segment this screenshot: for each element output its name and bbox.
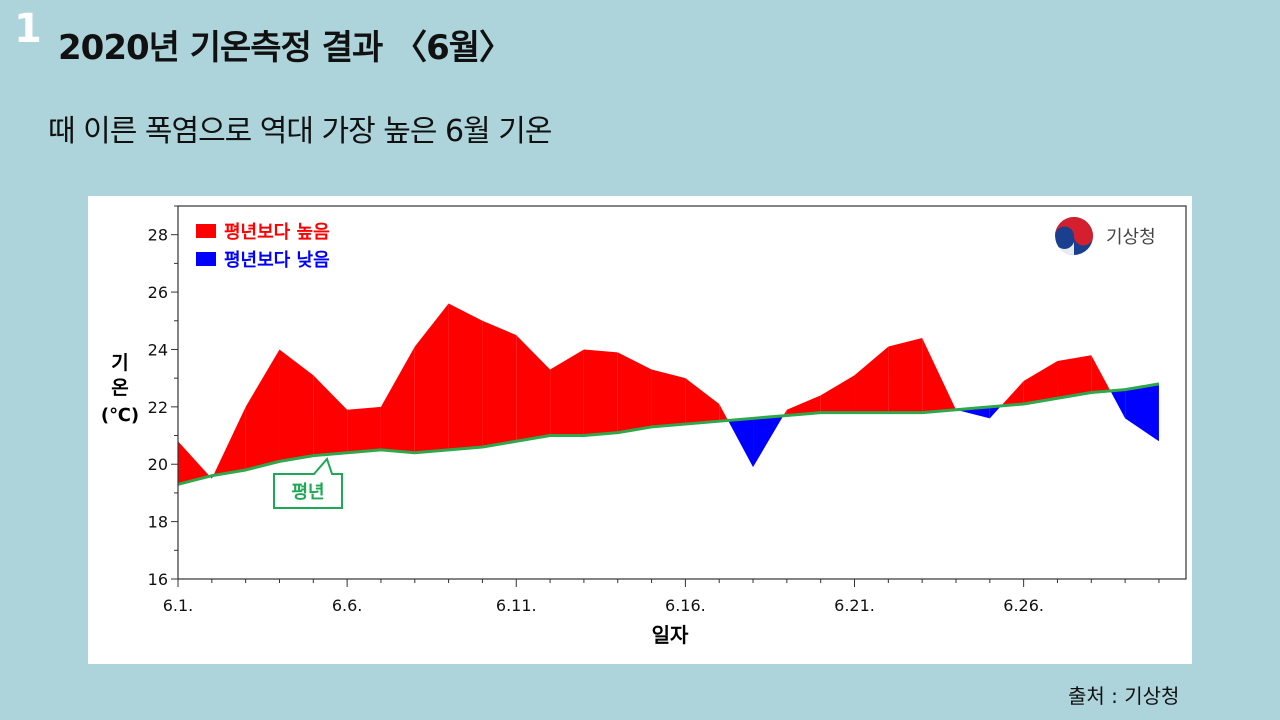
legend-label-below: 평년보다 낮음 [224,250,330,271]
normal-line-group [177,382,1160,486]
x-tick-label: 6.26. [1003,596,1044,615]
plot-frame [177,205,1187,580]
anomaly-segment [728,418,754,468]
y-tick-label: 22 [148,398,168,417]
anomaly-segment [1057,355,1092,399]
anomaly-segment [380,346,415,453]
taegeuk-icon [1054,217,1093,255]
slide-number: 1 [14,6,42,52]
y-tick-label: 24 [148,340,168,359]
anomaly-segment [617,352,652,433]
normal-callout-box [273,457,343,509]
y-tick-label: 26 [148,283,168,302]
anomaly-segment [347,406,381,453]
anomaly-segment [651,369,686,427]
anomaly-segment [753,415,784,468]
anomaly-segment [448,303,483,450]
anomaly-segment [888,337,923,413]
y-axis: 16 18 20 22 24 26 28 [148,205,178,589]
normal-callout: 평년 [273,457,343,509]
anomaly-segment [313,375,348,456]
x-axis: 6.1. 6.6. 6.11. 6.16. 6.21. 6.26. [163,579,1160,615]
anomaly-areas [178,303,1159,485]
anomaly-segment [213,406,246,476]
kma-logo: 기상청 [1054,217,1156,255]
slide-title: 2020년 기온측정 결과 〈6월〉 [58,28,513,68]
anomaly-segment [482,320,517,448]
anomaly-segment [178,441,210,485]
x-axis-label: 일자 [652,623,689,647]
anomaly-segment [1125,383,1159,442]
anomaly-segment [820,375,855,413]
x-tick-label: 6.21. [834,596,875,615]
x-tick-label: 6.16. [665,596,706,615]
anomaly-segment [685,378,720,425]
anomaly-segment [922,337,956,413]
y-tick-label: 18 [148,513,168,532]
chart-panel: 16 18 20 22 24 26 28 6.1. 6.6. 6.11. 6.16. 6.21. 6.… [88,196,1192,664]
legend-swatch-above [196,224,216,238]
y-axis-label-2: 온 [111,377,128,399]
plot-border [177,205,1187,580]
legend: 평년보다 높음 평년보다 낮음 [196,222,330,271]
normal-callout-label: 평년 [291,482,324,503]
normal-line [177,382,1160,486]
legend-label-above: 평년보다 높음 [224,222,330,243]
anomaly-segment [414,303,449,453]
anomaly-segment [1091,355,1111,393]
anomaly-segment [516,335,551,442]
anomaly-segment [1001,381,1024,406]
x-tick-label: 6.11. [496,596,537,615]
y-tick-label: 16 [148,570,168,589]
anomaly-segment [550,349,584,436]
anomaly-segment [1023,360,1058,404]
y-tick-label: 20 [148,455,168,474]
anomaly-segment [786,395,821,416]
legend-swatch-below [196,252,216,266]
anomaly-segment [245,349,280,470]
anomaly-segment [583,349,618,436]
anomaly-segment [279,349,314,462]
kma-logo-text: 기상청 [1106,227,1156,248]
anomaly-segment [989,405,1002,419]
x-tick-label: 6.1. [163,596,194,615]
anomaly-segment [854,346,889,413]
slide-subtitle: 때 이른 폭염으로 역대 가장 높은 6월 기온 [48,114,552,149]
source-note: 출처 : 기상청 [1068,684,1180,708]
x-tick-label: 6.6. [332,596,363,615]
anomaly-segment [1110,389,1126,419]
y-axis-label-1: 기 [111,352,128,374]
anomaly-segment [719,403,729,422]
y-axis-label-3: (℃) [101,405,139,426]
y-tick-label: 28 [148,226,168,245]
